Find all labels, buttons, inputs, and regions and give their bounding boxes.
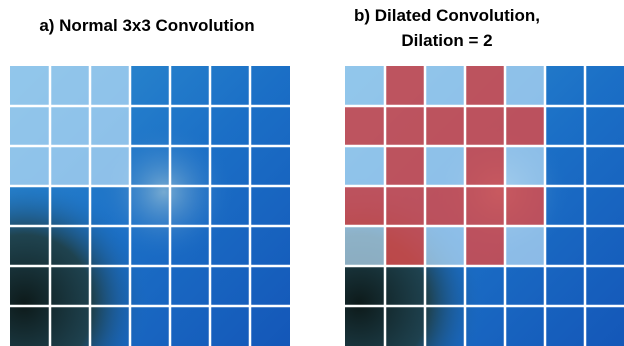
kernel-cell: [425, 146, 465, 186]
dilated-gap-cell: [465, 146, 505, 186]
kernel-cell: [90, 106, 130, 146]
dilated-gap-cell: [505, 106, 545, 146]
kernel-cell: [90, 146, 130, 186]
kernel-cell: [505, 66, 545, 106]
dilated-gap-cell: [465, 226, 505, 266]
dilated-gap-cell: [385, 66, 425, 106]
panel-a-title: a) Normal 3x3 Convolution: [39, 16, 254, 35]
dilated-gap-cell: [425, 106, 465, 146]
kernel-cell: [345, 146, 385, 186]
kernel-cell: [345, 66, 385, 106]
kernel-cell: [425, 66, 465, 106]
panel-b-title: b) Dilated Convolution,: [354, 6, 540, 25]
kernel-cell: [10, 106, 50, 146]
kernel-cell: [50, 106, 90, 146]
dilated-gap-cell: [385, 106, 425, 146]
kernel-cell: [345, 226, 385, 266]
panel-b-subtitle: Dilation = 2: [401, 31, 492, 50]
dilated-gap-cell: [385, 226, 425, 266]
kernel-cell: [505, 226, 545, 266]
dilated-gap-cell: [345, 106, 385, 146]
kernel-cell: [50, 146, 90, 186]
kernel-cell: [425, 226, 465, 266]
dilated-gap-cell: [465, 66, 505, 106]
dilated-gap-cell: [465, 106, 505, 146]
dilated-gap-cell: [385, 186, 425, 226]
dilated-gap-cell: [345, 186, 385, 226]
kernel-cell: [50, 66, 90, 106]
dilated-gap-cell: [505, 186, 545, 226]
kernel-cell: [10, 66, 50, 106]
figure: a) Normal 3x3 Convolution b) Dilated Con…: [0, 0, 624, 346]
kernel-cell: [505, 146, 545, 186]
page: a) Normal 3x3 Convolution b) Dilated Con…: [0, 0, 624, 346]
kernel-cell: [10, 146, 50, 186]
dilated-gap-cell: [465, 186, 505, 226]
kernel-cell: [90, 66, 130, 106]
dilated-gap-cell: [425, 186, 465, 226]
dilated-gap-cell: [385, 146, 425, 186]
